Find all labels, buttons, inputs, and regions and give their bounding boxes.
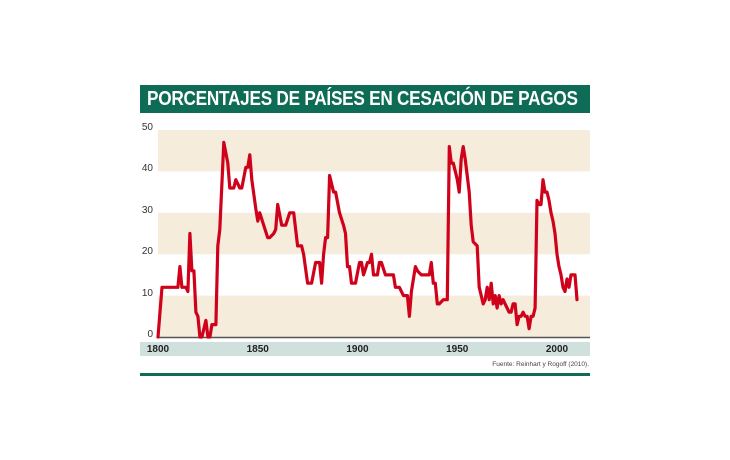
band xyxy=(158,212,590,255)
chart-title: PORCENTAJES DE PAÍSES EN CESACIÓN DE PAG… xyxy=(147,88,578,110)
y-tick-label: 40 xyxy=(141,163,153,175)
data-line xyxy=(156,140,579,339)
y-tick-label: 0 xyxy=(147,329,153,340)
x-axis-band xyxy=(140,342,590,356)
x-tick-label: 1850 xyxy=(246,344,269,355)
y-tick-label: 50 xyxy=(141,122,153,133)
x-tick-label: 1900 xyxy=(346,344,369,355)
x-tick-label: 2000 xyxy=(545,344,569,355)
source-note: Fuente: Reinhart y Rogoff (2010). xyxy=(492,361,589,368)
x-tick-label: 1800 xyxy=(146,344,170,355)
y-tick-label: 30 xyxy=(141,204,153,216)
x-tick-label: 1950 xyxy=(446,344,469,355)
y-tick-label: 20 xyxy=(141,246,153,258)
background-bands xyxy=(158,130,590,337)
bottom-rule xyxy=(140,373,590,376)
band xyxy=(158,130,590,172)
y-tick-label: 10 xyxy=(141,287,153,299)
title-bar: PORCENTAJES DE PAÍSES EN CESACIÓN DE PAG… xyxy=(140,85,590,113)
